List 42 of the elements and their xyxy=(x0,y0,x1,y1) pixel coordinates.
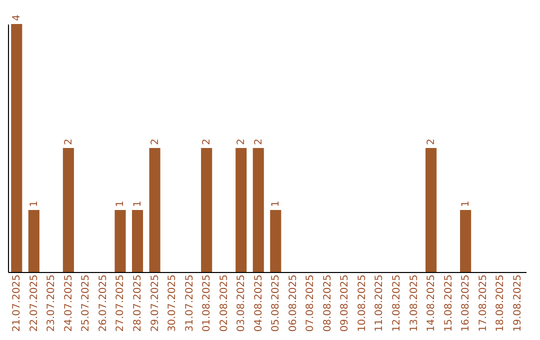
x-tick-label: 29.07.2025 xyxy=(150,274,161,332)
x-tick-label: 10.08.2025 xyxy=(356,274,368,332)
x-tick-label: 26.07.2025 xyxy=(98,274,109,332)
x-tick-label: 19.08.2025 xyxy=(512,274,524,332)
x-tick-label: 21.07.2025 xyxy=(12,274,23,332)
data-label: 2 xyxy=(253,138,264,145)
x-tick-label: 13.08.2025 xyxy=(408,274,420,332)
x-tick-label: 16.08.2025 xyxy=(460,274,472,332)
x-tick-label: 31.07.2025 xyxy=(184,274,196,332)
x-tick-label: 27.07.2025 xyxy=(115,274,126,332)
data-label: 1 xyxy=(460,200,472,207)
x-tick-label: 07.08.2025 xyxy=(305,274,316,332)
data-label: 2 xyxy=(63,138,74,145)
x-tick-label: 18.08.2025 xyxy=(495,274,506,332)
data-label: 2 xyxy=(236,138,248,145)
data-label: 2 xyxy=(150,138,161,145)
data-label: 1 xyxy=(270,200,282,207)
x-tick-label: 14.08.2025 xyxy=(426,274,438,332)
x-tick-label: 24.07.2025 xyxy=(63,274,74,332)
data-label: 1 xyxy=(132,200,144,207)
x-tick-label: 15.08.2025 xyxy=(443,274,454,332)
x-tick-label: 01.08.2025 xyxy=(202,274,213,332)
data-label: 1 xyxy=(28,200,40,207)
x-tick-label: 22.07.2025 xyxy=(28,274,40,332)
x-tick-label: 12.08.2025 xyxy=(392,274,402,332)
x-tick-label: 09.08.2025 xyxy=(340,274,351,332)
x-tick-label: 08.08.2025 xyxy=(322,274,334,332)
data-label: 1 xyxy=(115,200,126,207)
x-tick-label: 30.07.2025 xyxy=(167,274,178,332)
x-tick-label: 05.08.2025 xyxy=(270,274,282,332)
data-label: 2 xyxy=(202,138,213,145)
x-tick-label: 06.08.2025 xyxy=(288,274,299,332)
x-tick-label: 02.08.2025 xyxy=(218,274,230,332)
x-tick-label: 03.08.2025 xyxy=(236,274,248,332)
x-tick-label: 25.07.2025 xyxy=(80,274,92,332)
x-tick-label: 17.08.2025 xyxy=(478,274,489,332)
x-tick-label: 28.07.2025 xyxy=(132,274,144,332)
x-tick-label: 04.08.2025 xyxy=(253,274,264,332)
data-label: 2 xyxy=(426,138,438,145)
data-label: 4 xyxy=(12,14,23,21)
x-tick-label: 23.07.2025 xyxy=(46,274,58,332)
x-tick-label: 11.08.2025 xyxy=(374,274,386,332)
